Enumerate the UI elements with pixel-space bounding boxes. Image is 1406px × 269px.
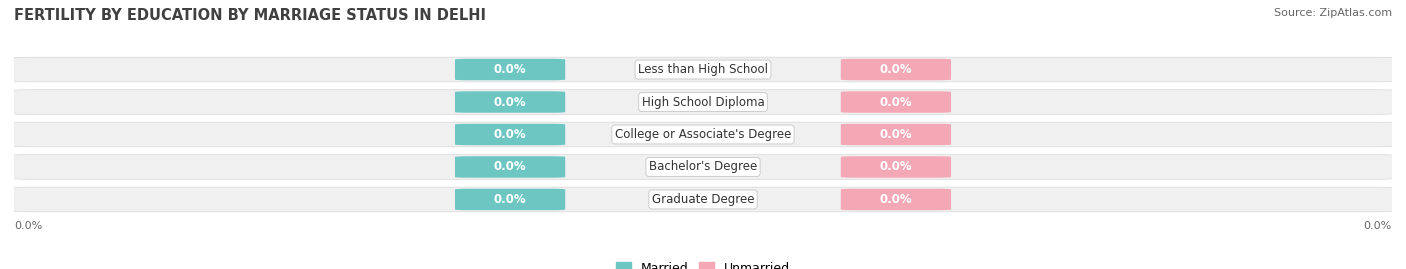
FancyBboxPatch shape: [841, 189, 950, 210]
Text: 0.0%: 0.0%: [880, 193, 912, 206]
FancyBboxPatch shape: [7, 90, 1399, 114]
Text: 0.0%: 0.0%: [494, 128, 526, 141]
Text: Bachelor's Degree: Bachelor's Degree: [650, 161, 756, 174]
Text: Source: ZipAtlas.com: Source: ZipAtlas.com: [1274, 8, 1392, 18]
FancyBboxPatch shape: [841, 59, 950, 80]
Text: 0.0%: 0.0%: [494, 63, 526, 76]
FancyBboxPatch shape: [7, 57, 1399, 82]
Text: 0.0%: 0.0%: [880, 63, 912, 76]
FancyBboxPatch shape: [456, 189, 565, 210]
FancyBboxPatch shape: [456, 124, 565, 145]
Text: 0.0%: 0.0%: [494, 95, 526, 108]
Text: FERTILITY BY EDUCATION BY MARRIAGE STATUS IN DELHI: FERTILITY BY EDUCATION BY MARRIAGE STATU…: [14, 8, 486, 23]
FancyBboxPatch shape: [841, 124, 950, 145]
Text: 0.0%: 0.0%: [880, 128, 912, 141]
Text: 0.0%: 0.0%: [880, 161, 912, 174]
FancyBboxPatch shape: [841, 156, 950, 178]
FancyBboxPatch shape: [841, 91, 950, 113]
Legend: Married, Unmarried: Married, Unmarried: [612, 257, 794, 269]
Text: 0.0%: 0.0%: [494, 193, 526, 206]
FancyBboxPatch shape: [7, 122, 1399, 147]
Text: Graduate Degree: Graduate Degree: [652, 193, 754, 206]
FancyBboxPatch shape: [7, 187, 1399, 212]
Text: 0.0%: 0.0%: [494, 161, 526, 174]
Text: 0.0%: 0.0%: [880, 95, 912, 108]
FancyBboxPatch shape: [456, 91, 565, 113]
FancyBboxPatch shape: [456, 59, 565, 80]
Text: 0.0%: 0.0%: [1364, 221, 1392, 231]
Text: High School Diploma: High School Diploma: [641, 95, 765, 108]
Text: 0.0%: 0.0%: [14, 221, 42, 231]
FancyBboxPatch shape: [456, 156, 565, 178]
Text: College or Associate's Degree: College or Associate's Degree: [614, 128, 792, 141]
Text: Less than High School: Less than High School: [638, 63, 768, 76]
FancyBboxPatch shape: [7, 155, 1399, 179]
